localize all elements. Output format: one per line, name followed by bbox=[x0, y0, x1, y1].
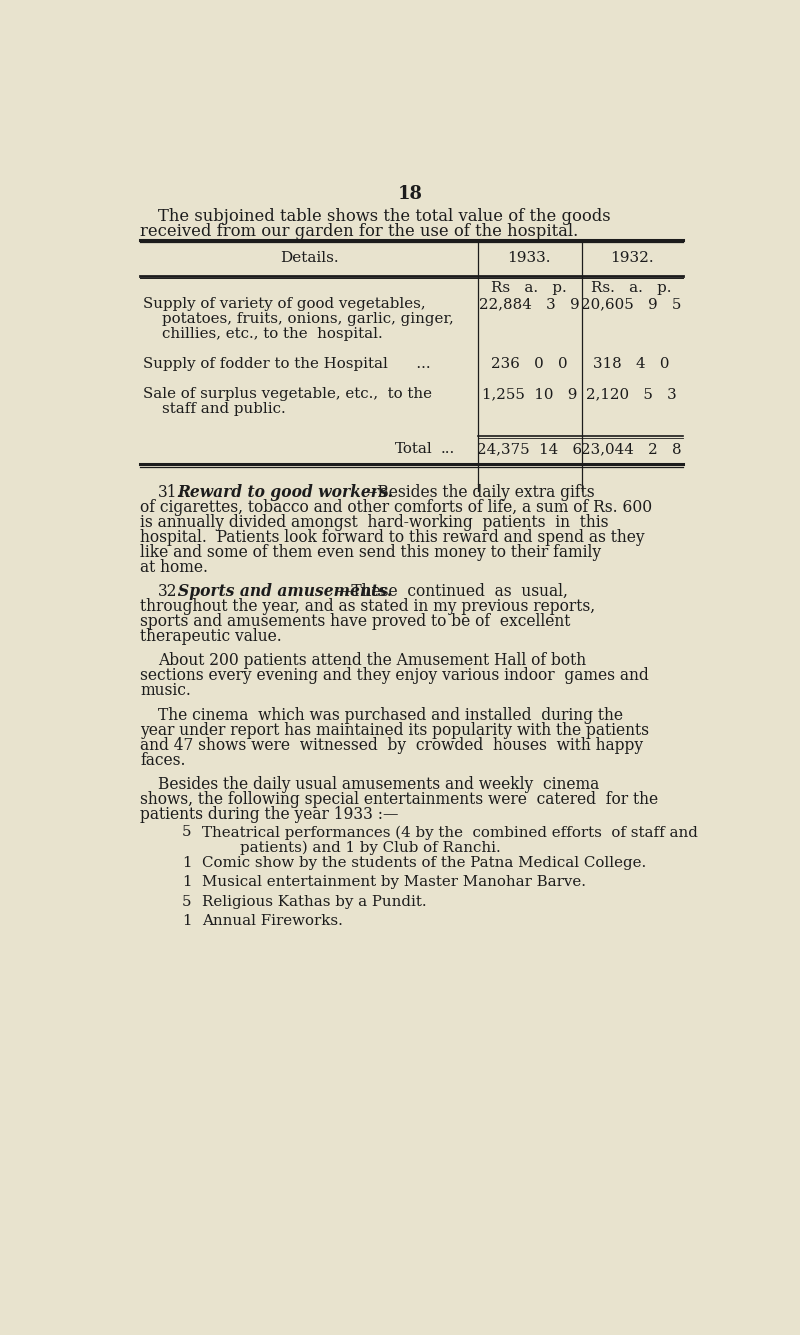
Text: Musical entertainment by Master Manohar Barve.: Musical entertainment by Master Manohar … bbox=[202, 876, 586, 889]
Text: 1932.: 1932. bbox=[610, 251, 654, 266]
Text: music.: music. bbox=[140, 682, 191, 700]
Text: Religious Kathas by a Pundit.: Religious Kathas by a Pundit. bbox=[202, 894, 427, 909]
Text: 32.: 32. bbox=[158, 583, 182, 599]
Text: 318   4   0: 318 4 0 bbox=[594, 356, 670, 371]
Text: 1: 1 bbox=[182, 914, 191, 928]
Text: Annual Fireworks.: Annual Fireworks. bbox=[202, 914, 343, 928]
Text: 18: 18 bbox=[398, 184, 422, 203]
Text: Sale of surplus vegetable, etc.,  to the: Sale of surplus vegetable, etc., to the bbox=[143, 387, 432, 402]
Text: faces.: faces. bbox=[140, 752, 186, 769]
Text: Total: Total bbox=[394, 442, 432, 457]
Text: therapeutic value.: therapeutic value. bbox=[140, 627, 282, 645]
Text: potatoes, fruits, onions, garlic, ginger,: potatoes, fruits, onions, garlic, ginger… bbox=[162, 312, 454, 326]
Text: ...: ... bbox=[441, 442, 455, 457]
Text: received from our garden for the use of the hospital.: received from our garden for the use of … bbox=[140, 223, 578, 240]
Text: Rs.   a.   p.: Rs. a. p. bbox=[591, 282, 672, 295]
Text: at home.: at home. bbox=[140, 558, 208, 575]
Text: 2,120   5   3: 2,120 5 3 bbox=[586, 387, 677, 402]
Text: patients during the year 1933 :—: patients during the year 1933 :— bbox=[140, 806, 398, 822]
Text: 1933.: 1933. bbox=[508, 251, 551, 266]
Text: 24,375  14   6: 24,375 14 6 bbox=[477, 442, 582, 457]
Text: The cinema  which was purchased and installed  during the: The cinema which was purchased and insta… bbox=[158, 706, 623, 724]
Text: sports and amusements have proved to be of  excellent: sports and amusements have proved to be … bbox=[140, 613, 570, 630]
Text: Supply of fodder to the Hospital      ...: Supply of fodder to the Hospital ... bbox=[143, 356, 431, 371]
Text: year under report has maintained its popularity with the patients: year under report has maintained its pop… bbox=[140, 721, 650, 738]
Text: chillies, etc., to the  hospital.: chillies, etc., to the hospital. bbox=[162, 327, 382, 342]
Text: 22,884   3   9: 22,884 3 9 bbox=[479, 298, 580, 311]
Text: staff and public.: staff and public. bbox=[162, 402, 286, 417]
Text: Supply of variety of good vegetables,: Supply of variety of good vegetables, bbox=[143, 298, 426, 311]
Text: Theatrical performances (4 by the  combined efforts  of staff and: Theatrical performances (4 by the combin… bbox=[202, 825, 698, 840]
Text: 5: 5 bbox=[182, 894, 191, 909]
Text: Comic show by the students of the Patna Medical College.: Comic show by the students of the Patna … bbox=[202, 856, 646, 869]
Text: of cigarettes, tobacco and other comforts of life, a sum of Rs. 600: of cigarettes, tobacco and other comfort… bbox=[140, 498, 653, 515]
Text: sections every evening and they enjoy various indoor  games and: sections every evening and they enjoy va… bbox=[140, 668, 649, 685]
Text: Besides the daily usual amusements and weekly  cinema: Besides the daily usual amusements and w… bbox=[158, 776, 599, 793]
Text: About 200 patients attend the Amusement Hall of both: About 200 patients attend the Amusement … bbox=[158, 653, 586, 669]
Text: 31.: 31. bbox=[158, 483, 182, 501]
Text: Details.: Details. bbox=[280, 251, 338, 266]
Text: throughout the year, and as stated in my previous reports,: throughout the year, and as stated in my… bbox=[140, 598, 595, 615]
Text: 1,255  10   9: 1,255 10 9 bbox=[482, 387, 577, 402]
Text: like and some of them even send this money to their family: like and some of them even send this mon… bbox=[140, 543, 602, 561]
Text: Reward to good workers.: Reward to good workers. bbox=[178, 483, 394, 501]
Text: Sports and amusements.: Sports and amusements. bbox=[178, 583, 392, 599]
Text: 23,044   2   8: 23,044 2 8 bbox=[582, 442, 682, 457]
Text: is annually divided amongst  hard-working  patients  in  this: is annually divided amongst hard-working… bbox=[140, 514, 609, 530]
Text: —These  continued  as  usual,: —These continued as usual, bbox=[336, 583, 568, 599]
Text: —Besides the daily extra gifts: —Besides the daily extra gifts bbox=[362, 483, 594, 501]
Text: hospital.  Patients look forward to this reward and spend as they: hospital. Patients look forward to this … bbox=[140, 529, 645, 546]
Text: 236   0   0: 236 0 0 bbox=[491, 356, 568, 371]
Text: 5: 5 bbox=[182, 825, 191, 840]
Text: The subjoined table shows the total value of the goods: The subjoined table shows the total valu… bbox=[158, 208, 610, 224]
Text: Rs   a.   p.: Rs a. p. bbox=[491, 282, 567, 295]
Text: 20,605   9   5: 20,605 9 5 bbox=[582, 298, 682, 311]
Text: 1: 1 bbox=[182, 876, 191, 889]
Text: shows, the following special entertainments were  catered  for the: shows, the following special entertainme… bbox=[140, 790, 658, 808]
Text: patients) and 1 by Club of Ranchi.: patients) and 1 by Club of Ranchi. bbox=[202, 841, 501, 854]
Text: 1: 1 bbox=[182, 856, 191, 869]
Text: and 47 shows were  witnessed  by  crowded  houses  with happy: and 47 shows were witnessed by crowded h… bbox=[140, 737, 643, 753]
